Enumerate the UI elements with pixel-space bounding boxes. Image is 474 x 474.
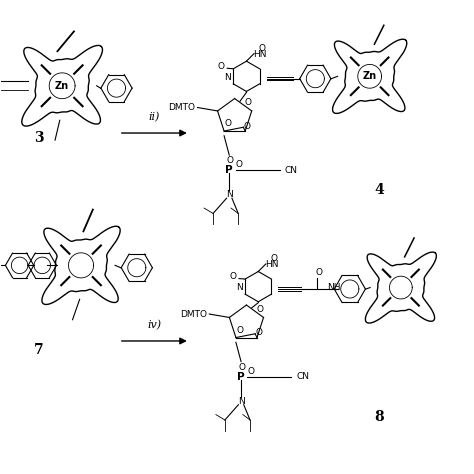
Text: 8: 8	[374, 410, 383, 424]
Text: N: N	[237, 397, 245, 406]
Text: HN: HN	[254, 50, 267, 59]
Text: 7: 7	[34, 344, 43, 357]
Text: P: P	[226, 165, 233, 175]
Text: O: O	[247, 367, 255, 376]
Text: O: O	[237, 326, 243, 335]
Text: P: P	[237, 372, 245, 382]
Text: Zn: Zn	[55, 81, 69, 91]
Text: 4: 4	[374, 183, 383, 197]
Text: O: O	[236, 161, 243, 170]
Text: O: O	[243, 122, 250, 131]
Text: Zn: Zn	[363, 71, 377, 82]
Text: CN: CN	[297, 373, 310, 382]
Text: DMTO: DMTO	[180, 310, 207, 319]
Text: O: O	[258, 44, 265, 53]
Text: O: O	[270, 254, 277, 263]
Text: ii): ii)	[149, 112, 160, 123]
Text: NH: NH	[328, 283, 341, 292]
Text: O: O	[238, 363, 246, 372]
Text: O: O	[225, 119, 231, 128]
Text: 3: 3	[34, 131, 43, 145]
Text: N: N	[236, 283, 243, 292]
Text: O: O	[245, 99, 252, 108]
Text: DMTO: DMTO	[168, 103, 195, 112]
Text: O: O	[255, 328, 262, 337]
Text: iv): iv)	[147, 320, 161, 330]
Text: O: O	[256, 305, 264, 314]
Text: N: N	[226, 190, 233, 199]
Text: HN: HN	[265, 260, 279, 269]
Text: O: O	[227, 156, 234, 165]
Text: O: O	[316, 268, 323, 277]
Text: O: O	[218, 62, 225, 71]
Text: N: N	[224, 73, 231, 82]
Text: O: O	[230, 272, 237, 281]
Text: CN: CN	[285, 166, 298, 175]
